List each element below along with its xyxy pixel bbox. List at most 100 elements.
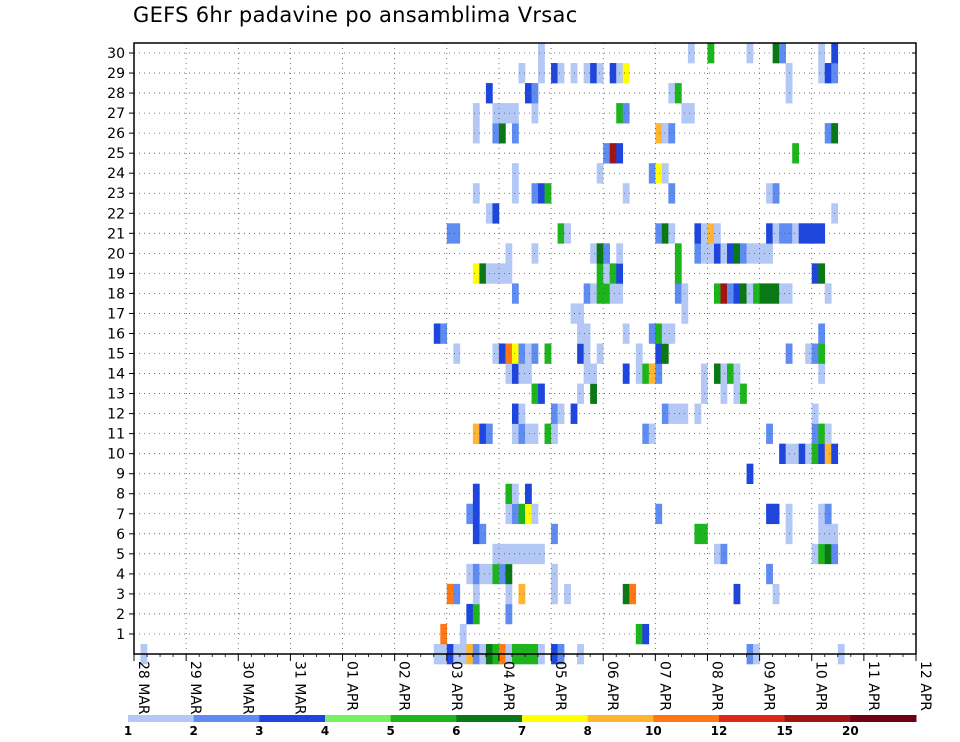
heatmap-cell: [733, 583, 741, 605]
heatmap-cell: [818, 443, 826, 464]
heatmap-cell: [779, 283, 786, 304]
heatmap-cell: [472, 183, 480, 204]
heatmap-cell: [727, 243, 734, 264]
heatmap-cell: [772, 583, 780, 605]
heatmap-cell: [538, 383, 545, 404]
heatmap-cell: [446, 583, 454, 605]
heatmap-cell: [811, 543, 819, 565]
heatmap-cell: [544, 183, 552, 204]
heatmap-cell: [655, 223, 663, 244]
heatmap-cell: [655, 503, 663, 525]
heatmap-cell: [492, 203, 500, 224]
heatmap-cell: [740, 243, 747, 264]
heatmap-cell: [811, 403, 819, 424]
heatmap-cell: [479, 523, 487, 545]
heatmap-cell: [720, 283, 728, 304]
heatmap-cell: [590, 63, 597, 84]
heatmap-cell: [583, 63, 591, 84]
heatmap-cell: [674, 243, 682, 264]
x-tick-label: 11 APR: [865, 661, 881, 711]
y-tick-label: 2: [116, 607, 125, 623]
heatmap-cell: [824, 423, 832, 444]
y-tick-label: 1: [116, 627, 125, 643]
heatmap-cell: [603, 283, 611, 304]
chart-title: GEFS 6hr padavine po ansamblima Vrsac: [133, 3, 578, 27]
heatmap-cell: [661, 123, 669, 144]
heatmap-cell: [713, 243, 721, 264]
heatmap-cell: [818, 503, 826, 525]
legend-swatch: [259, 715, 326, 722]
legend-swatch: [193, 715, 260, 722]
legend-swatch: [456, 715, 523, 722]
heatmap-cell: [622, 63, 630, 84]
heatmap-cell: [505, 503, 513, 525]
heatmap-cell: [544, 423, 552, 444]
y-tick-label: 22: [107, 206, 125, 222]
x-tick-label: 29 MAR: [187, 661, 203, 715]
heatmap-cell: [505, 363, 513, 384]
heatmap-cell: [648, 363, 656, 384]
heatmap-cell: [622, 323, 630, 344]
heatmap-cell: [713, 363, 721, 384]
heatmap-cell: [655, 363, 663, 384]
y-tick-label: 4: [116, 567, 125, 583]
heatmap-cell: [498, 543, 506, 565]
legend-swatch: [522, 715, 589, 722]
heatmap-cell: [518, 503, 526, 525]
heatmap-cell: [505, 343, 513, 364]
heatmap-cell: [772, 283, 780, 304]
heatmap-cell: [759, 243, 767, 264]
heatmap-cell: [818, 363, 826, 384]
heatmap-cell: [525, 363, 532, 384]
heatmap-cell: [583, 283, 591, 304]
heatmap-cell: [668, 323, 676, 344]
heatmap-cell: [511, 363, 519, 384]
heatmap-cell: [648, 423, 656, 444]
heatmap-cell: [525, 503, 532, 525]
y-tick-label: 7: [116, 507, 125, 523]
x-tick-label: 01 APR: [344, 661, 360, 711]
y-tick-label: 8: [116, 487, 125, 503]
heatmap-cell: [818, 263, 826, 284]
heatmap-cell: [557, 223, 565, 244]
y-tick-label: 9: [116, 467, 125, 483]
heatmap-cell: [538, 63, 545, 84]
heatmap-cell: [720, 383, 728, 404]
heatmap-cell: [505, 543, 513, 565]
heatmap-cell: [720, 543, 728, 565]
heatmap-cell: [479, 263, 487, 284]
heatmap-cell: [811, 343, 819, 364]
heatmap-cell: [498, 343, 506, 364]
heatmap-cell: [583, 343, 591, 364]
heatmap-cell: [603, 263, 611, 284]
y-tick-label: 11: [107, 427, 125, 443]
heatmap-cell: [596, 343, 604, 364]
heatmap-cell: [772, 183, 780, 204]
heatmap-cell: [596, 163, 604, 184]
heatmap-cell: [577, 343, 584, 364]
heatmap-cell: [492, 103, 500, 124]
heatmap-cell: [622, 183, 630, 204]
heatmap-cell: [772, 223, 780, 244]
heatmap-cell: [498, 123, 506, 144]
heatmap-cell: [511, 543, 519, 565]
heatmap-cell: [505, 263, 513, 284]
heatmap-cell: [811, 223, 819, 244]
heatmap-cell: [674, 83, 682, 104]
heatmap-cell: [668, 123, 676, 144]
heatmap-cell: [590, 383, 597, 404]
y-tick-label: 5: [116, 547, 125, 563]
heatmap-cell: [811, 423, 819, 444]
legend-label: 6: [452, 724, 460, 738]
heatmap-cell: [511, 343, 519, 364]
heatmap-cell: [720, 363, 728, 384]
legend-label: 10: [645, 724, 662, 738]
heatmap-cell: [668, 183, 676, 204]
heatmap-cell: [629, 583, 637, 605]
heatmap-cell: [824, 63, 832, 84]
x-tick-label: 03 APR: [448, 661, 464, 711]
heatmap-cell: [668, 403, 676, 424]
heatmap-cell: [492, 263, 500, 284]
heatmap-cell: [674, 403, 682, 424]
